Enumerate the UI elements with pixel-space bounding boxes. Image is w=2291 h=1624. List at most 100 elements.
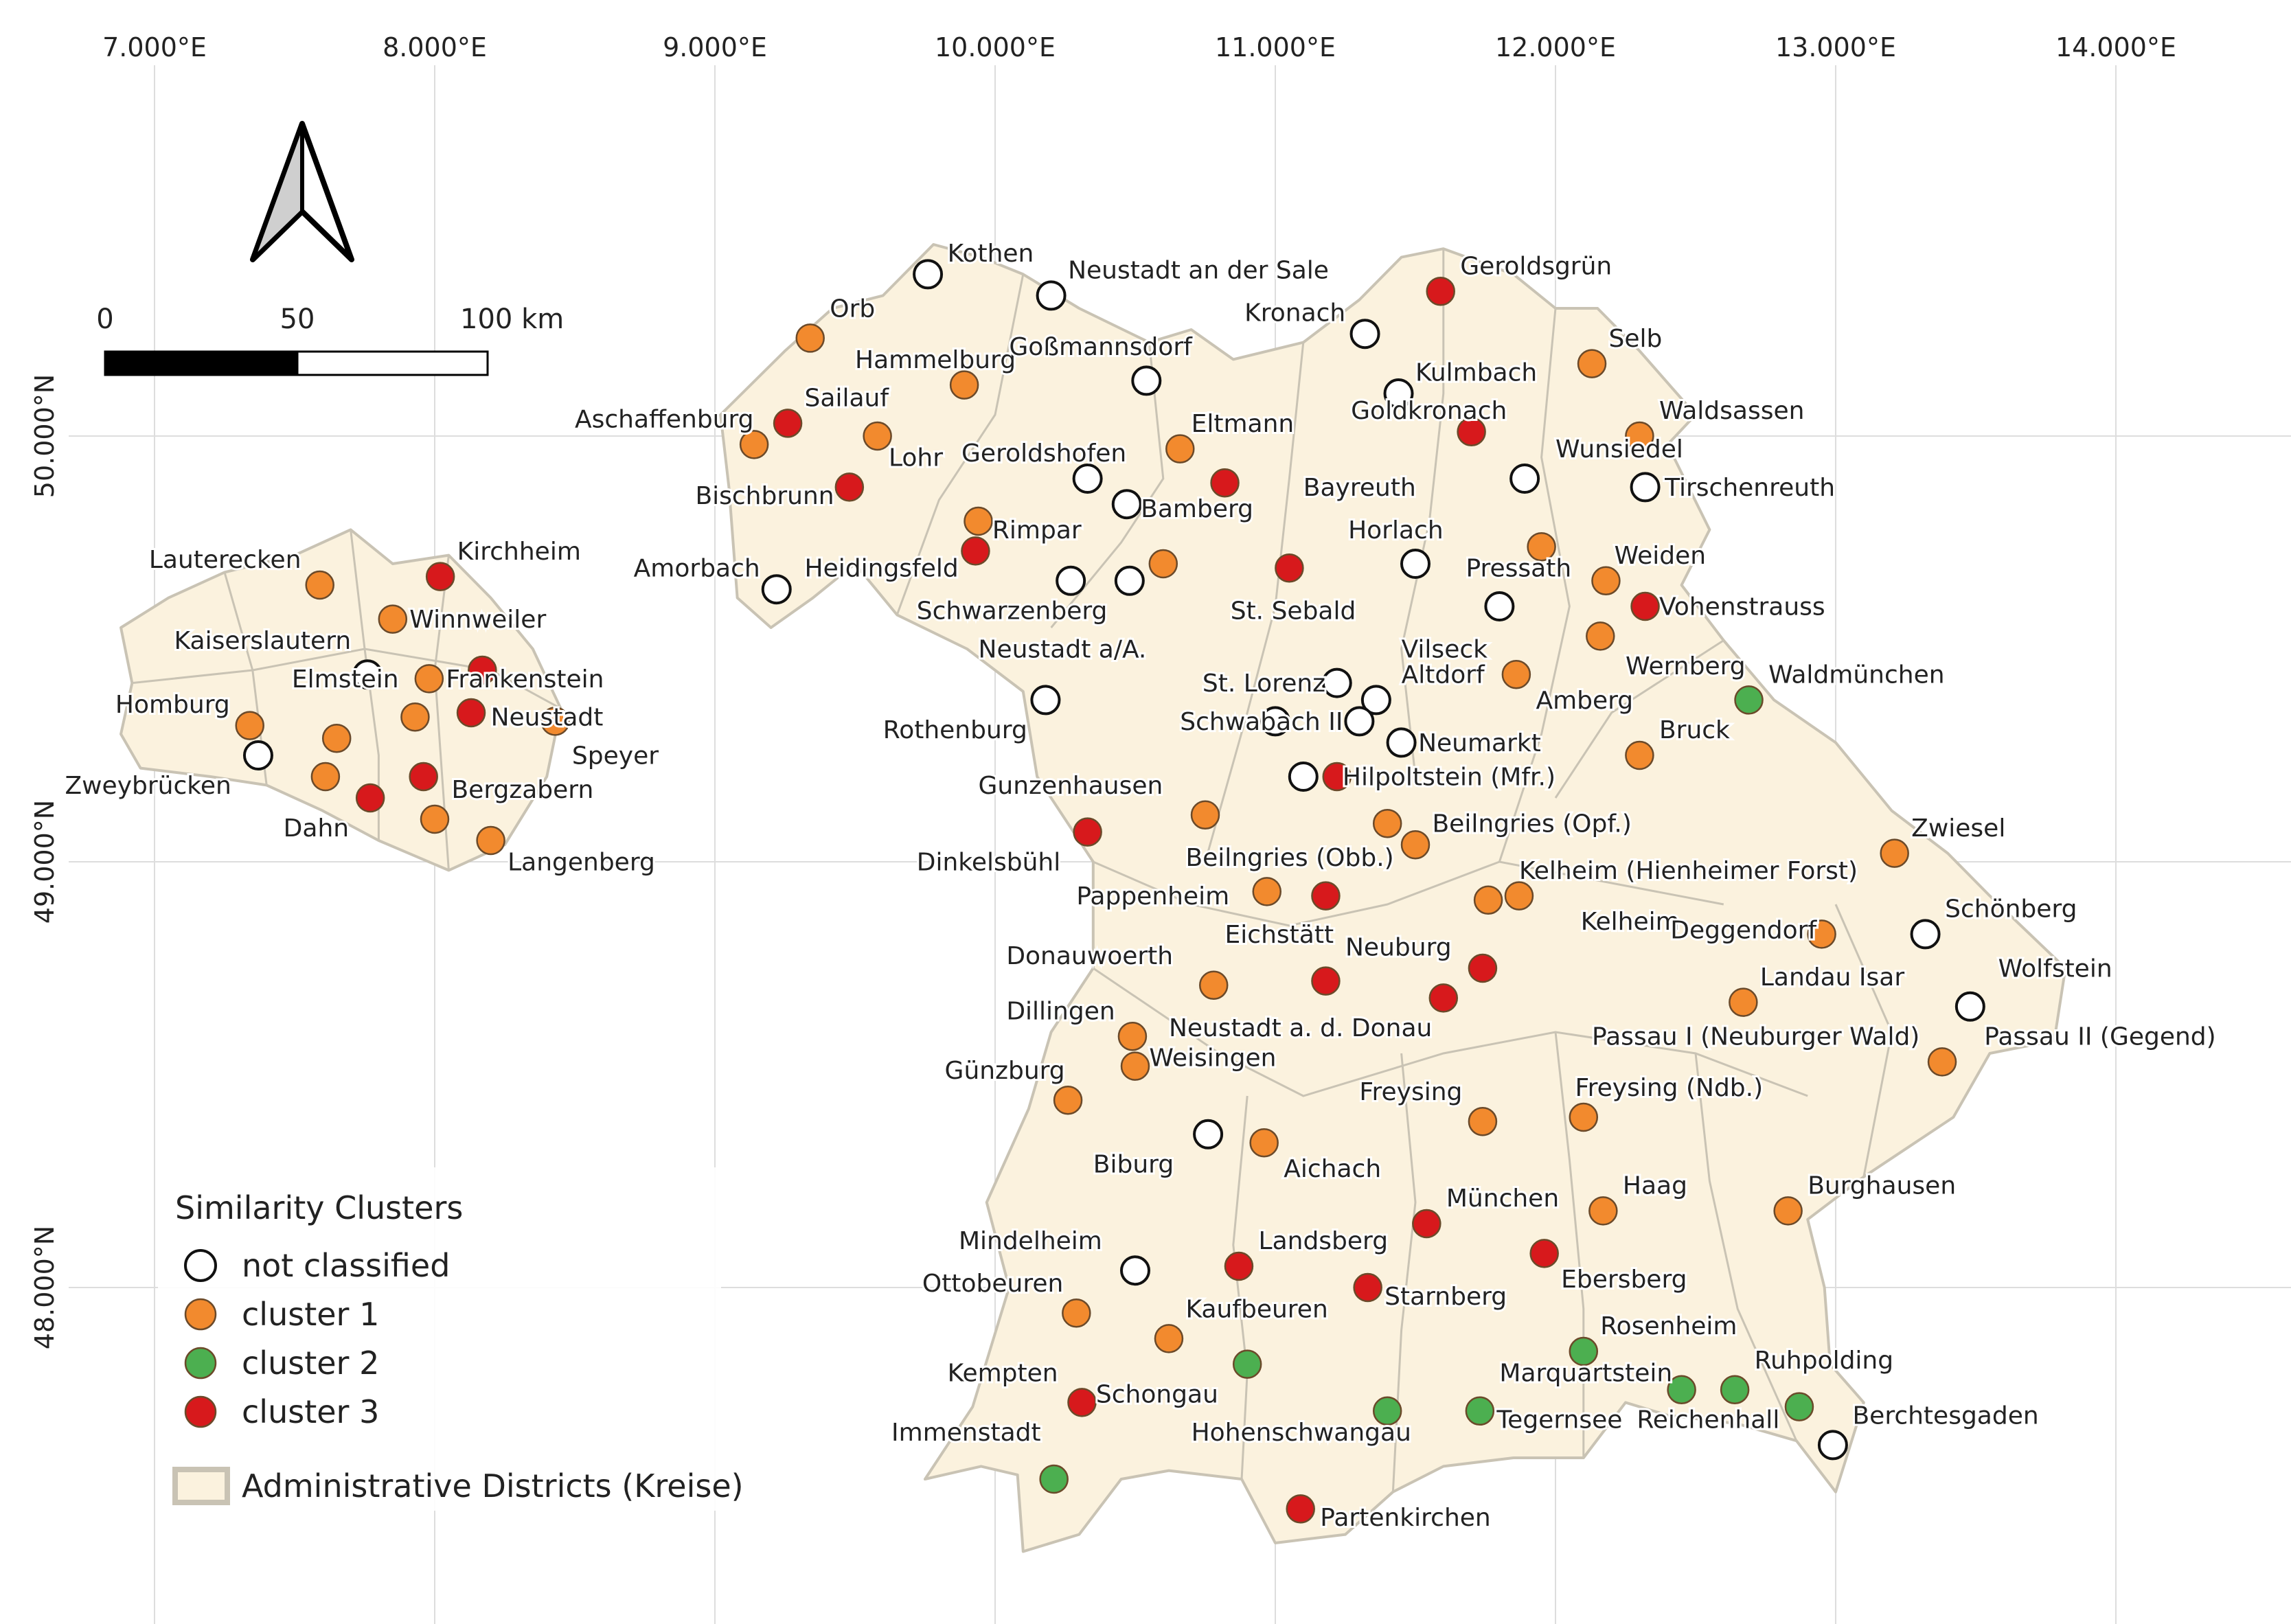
station-point[interactable]	[961, 536, 990, 566]
station-point[interactable]	[1386, 727, 1417, 758]
station-point[interactable]	[773, 409, 803, 438]
station-point[interactable]	[761, 574, 792, 605]
station-point[interactable]	[1588, 1196, 1618, 1226]
station-point[interactable]	[949, 370, 979, 400]
station-point[interactable]	[1527, 531, 1556, 562]
station-point[interactable]	[1400, 549, 1431, 579]
station-point[interactable]	[1053, 1085, 1083, 1115]
station-point[interactable]	[1165, 434, 1195, 464]
station-point[interactable]	[1148, 549, 1178, 579]
station-point[interactable]	[1577, 349, 1607, 378]
station-point[interactable]	[1030, 685, 1061, 716]
station-point[interactable]	[1322, 762, 1352, 792]
station-point[interactable]	[863, 421, 892, 451]
station-point[interactable]	[1383, 378, 1414, 409]
station-point[interactable]	[1773, 1196, 1803, 1226]
station-point[interactable]	[1120, 1255, 1150, 1286]
station-point[interactable]	[1232, 1349, 1262, 1379]
station-point[interactable]	[1131, 365, 1162, 396]
station-point[interactable]	[834, 472, 865, 502]
station-point[interactable]	[1210, 468, 1240, 498]
station-point[interactable]	[1353, 1272, 1382, 1303]
station-point[interactable]	[1198, 970, 1229, 1000]
station-point[interactable]	[1509, 464, 1540, 494]
station-point[interactable]	[409, 762, 438, 792]
station-point[interactable]	[1372, 1396, 1402, 1426]
station-point[interactable]	[1625, 421, 1654, 451]
station-point[interactable]	[1412, 1209, 1441, 1239]
station-point[interactable]	[1591, 566, 1621, 596]
station-point[interactable]	[1569, 1336, 1599, 1366]
station-point[interactable]	[1529, 1239, 1559, 1268]
station-point[interactable]	[1927, 1047, 1957, 1077]
station-point[interactable]	[1784, 1392, 1814, 1421]
station-point[interactable]	[913, 259, 944, 290]
station-point[interactable]	[1504, 881, 1534, 911]
station-point[interactable]	[1667, 1375, 1696, 1405]
station-point[interactable]	[795, 323, 825, 353]
station-point[interactable]	[352, 659, 383, 690]
station-point[interactable]	[1249, 1128, 1279, 1158]
station-point[interactable]	[1625, 740, 1654, 770]
station-point[interactable]	[1954, 991, 1985, 1022]
station-point[interactable]	[1484, 591, 1515, 621]
station-point[interactable]	[1036, 280, 1067, 311]
station-point[interactable]	[468, 655, 497, 685]
station-point[interactable]	[355, 783, 385, 813]
station-point[interactable]	[1817, 1430, 1848, 1461]
station-point[interactable]	[1910, 919, 1941, 950]
station-point[interactable]	[1734, 685, 1764, 715]
station-point[interactable]	[1501, 659, 1531, 689]
station-point[interactable]	[1457, 417, 1486, 447]
station-point[interactable]	[1426, 276, 1455, 306]
station-point[interactable]	[378, 604, 408, 634]
station-point[interactable]	[305, 570, 334, 600]
station-point[interactable]	[1465, 1396, 1495, 1426]
station-point[interactable]	[1311, 881, 1341, 911]
station-point[interactable]	[1630, 591, 1660, 621]
station-point[interactable]	[1073, 817, 1102, 847]
station-point[interactable]	[1114, 565, 1145, 596]
station-point[interactable]	[1468, 953, 1498, 983]
station-point[interactable]	[1372, 808, 1402, 838]
station-point[interactable]	[400, 702, 430, 732]
station-point[interactable]	[1344, 706, 1375, 737]
station-point[interactable]	[1586, 621, 1615, 651]
station-point[interactable]	[1190, 800, 1220, 830]
station-point[interactable]	[1720, 1375, 1750, 1405]
station-point[interactable]	[1111, 489, 1142, 520]
station-point[interactable]	[1321, 667, 1352, 698]
station-point[interactable]	[1428, 983, 1459, 1013]
station-point[interactable]	[739, 430, 769, 459]
station-point[interactable]	[1729, 987, 1758, 1017]
station-point[interactable]	[1056, 565, 1086, 596]
station-point[interactable]	[964, 506, 993, 536]
station-point[interactable]	[310, 762, 341, 792]
station-point[interactable]	[1260, 706, 1290, 737]
station-point[interactable]	[1288, 762, 1319, 792]
station-point[interactable]	[1880, 838, 1909, 868]
station-point[interactable]	[1062, 1298, 1091, 1328]
station-point[interactable]	[1630, 472, 1661, 503]
station-point[interactable]	[425, 562, 455, 591]
station-point[interactable]	[1224, 1251, 1254, 1281]
station-point[interactable]	[242, 740, 273, 770]
station-point[interactable]	[1473, 885, 1503, 915]
station-point[interactable]	[1349, 319, 1380, 350]
station-point[interactable]	[1067, 1388, 1097, 1417]
station-point[interactable]	[1193, 1119, 1224, 1150]
station-point[interactable]	[456, 698, 486, 728]
station-point[interactable]	[1154, 1324, 1184, 1353]
station-point[interactable]	[540, 707, 570, 736]
station-point[interactable]	[1252, 877, 1282, 906]
station-point[interactable]	[1569, 1102, 1599, 1132]
station-point[interactable]	[235, 711, 264, 740]
station-point[interactable]	[1039, 1464, 1069, 1494]
station-point[interactable]	[1120, 1051, 1150, 1081]
station-point[interactable]	[476, 825, 505, 856]
station-point[interactable]	[420, 804, 450, 834]
station-point[interactable]	[1275, 553, 1304, 583]
station-point[interactable]	[414, 664, 444, 694]
station-point[interactable]	[1072, 464, 1103, 494]
station-point[interactable]	[1400, 830, 1431, 860]
